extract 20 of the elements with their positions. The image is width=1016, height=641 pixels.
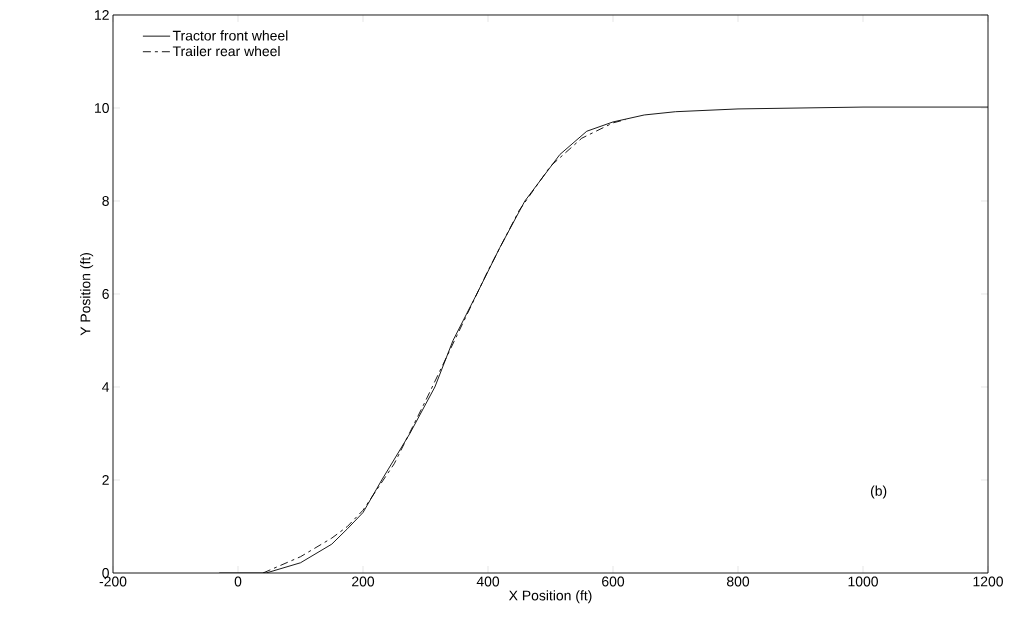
y-tick-label: 0 <box>102 568 109 578</box>
legend-label: Trailer rear wheel <box>172 45 280 57</box>
annotation: (b) <box>870 485 887 499</box>
y-axis-title: Y Position (ft) <box>80 253 94 336</box>
y-tick-label: 12 <box>95 10 109 20</box>
y-tick-label: 2 <box>102 475 109 485</box>
y-tick-label: 10 <box>95 103 109 113</box>
y-tick-label: 4 <box>102 382 110 392</box>
x-tick-label: -200 <box>99 576 127 587</box>
y-tick-label: 8 <box>102 196 109 206</box>
x-tick-label: 600 <box>602 576 625 587</box>
y-tick-label: 6 <box>102 289 109 299</box>
x-tick-label: 0 <box>234 576 242 587</box>
x-tick-label: 1200 <box>973 576 1003 587</box>
x-tick-label: 800 <box>726 576 750 587</box>
x-tick-label: 1000 <box>848 576 878 587</box>
x-axis-title: X Position (ft) <box>508 590 592 604</box>
legend-label: Tractor front wheel <box>172 30 288 41</box>
x-tick-label: 400 <box>476 576 500 587</box>
x-tick-label: 200 <box>352 576 375 587</box>
